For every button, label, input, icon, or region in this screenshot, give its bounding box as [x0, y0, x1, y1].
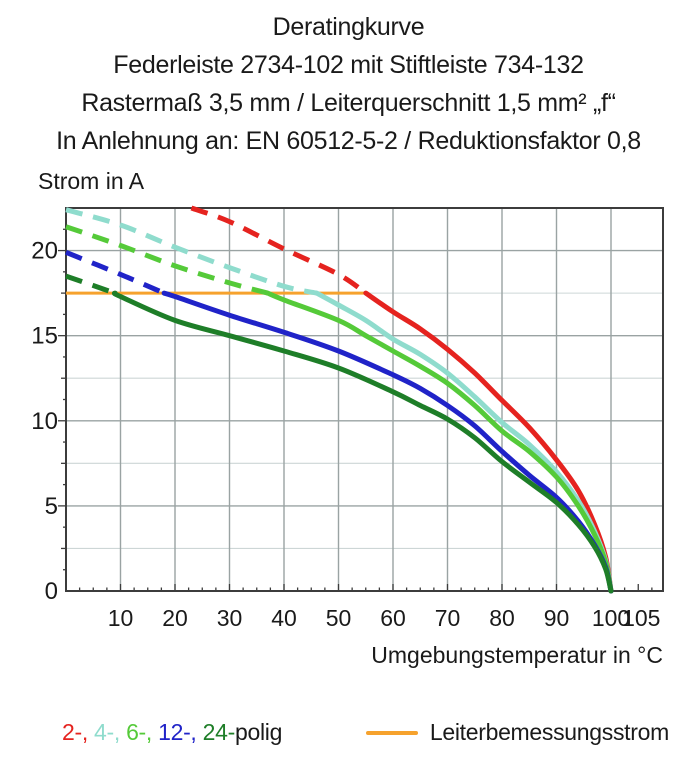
legend-pole-12: 12-,	[158, 719, 203, 745]
24-polig-curve-dashed	[65, 273, 116, 296]
orange-line-swatch	[365, 730, 418, 735]
x-tick-label: 100	[592, 605, 630, 631]
24-polig-curve-solid	[111, 290, 614, 594]
plot-frame	[65, 207, 664, 592]
x-tick-label: 50	[326, 605, 352, 631]
x-tick-label: 20	[162, 605, 188, 631]
x-tick-label: 80	[489, 605, 515, 631]
legend-pole-6: 6-,	[126, 719, 159, 745]
legend-pole-4: 4-,	[94, 719, 127, 745]
4-polig-curve-dashed	[65, 207, 318, 296]
y-axis-title: Strom in A	[38, 168, 145, 194]
6-polig-curve-dashed	[65, 224, 269, 296]
y-tick-label: 5	[45, 493, 58, 520]
x-tick-label: 105	[622, 605, 660, 631]
y-tick-label: 20	[31, 238, 58, 265]
x-tick-label: 60	[380, 605, 406, 631]
x-tick-label: 90	[544, 605, 570, 631]
4-polig-curve-solid	[314, 290, 614, 594]
2-polig-curve-dashed	[190, 205, 368, 296]
legend-polig-suffix: polig	[234, 719, 283, 745]
legend-pole-2: 2-,	[62, 719, 95, 745]
legend: 2-, 4-, 6-, 12-, 24-polig Leiterbemessun…	[0, 705, 697, 760]
legend-pole-counts: 2-, 4-, 6-, 12-, 24-polig	[62, 719, 282, 746]
title-line-1: Deratingkurve	[272, 13, 425, 41]
legend-reference: Leiterbemessungsstrom	[365, 719, 669, 746]
6-polig-curve-solid	[265, 290, 614, 594]
2-polig-curve-solid	[363, 290, 614, 594]
x-tick-label: 10	[108, 605, 134, 631]
x-tick-label: 30	[217, 605, 243, 631]
chart-header: Deratingkurve Federleiste 2734-102 mit S…	[0, 0, 697, 160]
y-tick-label: 15	[31, 323, 58, 350]
x-tick-label: 40	[271, 605, 297, 631]
12-polig-curve-dashed	[65, 249, 166, 296]
x-axis-title: Umgebungstemperatur in °C	[371, 642, 663, 668]
title-line-4: In Anlehnung an: EN 60512-5-2 / Reduktio…	[56, 127, 641, 155]
y-tick-label: 0	[45, 578, 58, 605]
title-line-3: Rastermaß 3,5 mm / Leiterquerschnitt 1,5…	[81, 89, 616, 117]
legend-pole-24: 24-	[202, 719, 236, 745]
y-tick-label: 10	[31, 408, 58, 435]
x-tick-label: 70	[435, 605, 461, 631]
derating-chart: Strom in A 0 5 10 15 20 10 20 30 40 50 60 70 80 90 1001…	[31, 168, 664, 668]
title-line-2: Federleiste 2734-102 mit Stiftleiste 734…	[113, 51, 584, 79]
legend-reference-label: Leiterbemessungsstrom	[429, 719, 669, 745]
